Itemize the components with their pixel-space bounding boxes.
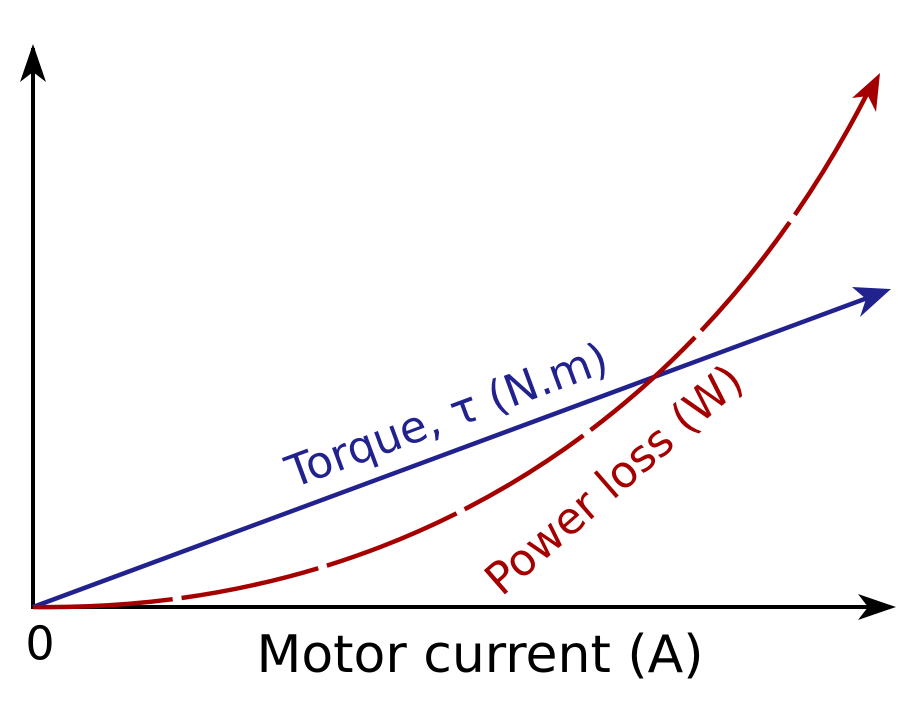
torque-label: Torque, τ (N.m) <box>278 333 615 499</box>
torque-line <box>32 294 871 610</box>
y-axis-arrow <box>20 44 46 82</box>
torque-arrow <box>852 287 891 317</box>
x-axis-label: Motor current (A) <box>256 625 703 685</box>
power-loss-curve <box>32 90 871 610</box>
power-loss-arrow <box>852 73 880 112</box>
origin-label: 0 <box>25 617 54 671</box>
x-axis-arrow <box>858 594 896 620</box>
